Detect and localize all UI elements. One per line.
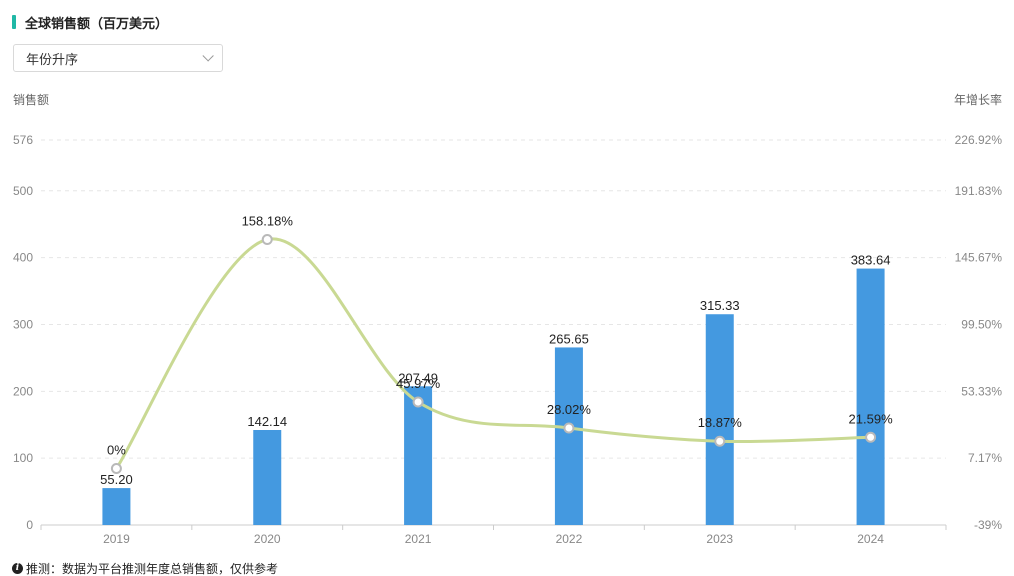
right-axis-tick-label: 191.83% [955, 184, 1003, 198]
growth-rate-label: 28.02% [547, 402, 592, 417]
left-axis-tick-label: 500 [13, 184, 33, 198]
growth-rate-label: 0% [107, 443, 126, 458]
x-axis-tick-label: 2021 [405, 532, 432, 546]
right-axis-tick-label: 226.92% [955, 133, 1003, 147]
left-axis-title: 销售额 [13, 93, 50, 107]
growth-rate-point [714, 435, 726, 447]
info-icon: i [12, 563, 23, 574]
growth-rate-line [115, 237, 871, 470]
left-axis-tick-label: 100 [13, 451, 33, 465]
growth-rate-point [412, 396, 424, 408]
bar [404, 386, 433, 525]
growth-rate-label: 18.87% [698, 415, 743, 430]
sort-order-select[interactable]: 年份升序 [13, 44, 223, 72]
bar-value-label: 55.20 [100, 472, 133, 487]
bar [253, 429, 282, 525]
growth-rate-point [563, 422, 575, 434]
growth-rate-label: 158.18% [242, 214, 294, 229]
bar [705, 314, 734, 525]
x-axis-tick-label: 2022 [556, 532, 583, 546]
x-axis-tick-label: 2020 [254, 532, 281, 546]
bar-value-label: 207.49 [398, 370, 438, 385]
left-axis-tick-label: 0 [26, 518, 33, 532]
footnote-text: 推测：数据为平台推测年度总销售额，仅供参考 [26, 562, 279, 576]
x-axis-tick-label: 2024 [857, 532, 884, 546]
growth-rate-label: 45.97% [396, 376, 441, 391]
bar [856, 268, 885, 525]
growth-rate-point [261, 234, 273, 246]
bar-value-label: 383.64 [851, 253, 891, 268]
left-axis-tick-label: 400 [13, 251, 33, 265]
chart-title: 全球销售额（百万美元） [25, 15, 169, 31]
growth-rate-point [110, 463, 122, 475]
footnote: i 推测：数据为平台推测年度总销售额，仅供参考 [12, 560, 278, 576]
title-accent-bar [12, 15, 16, 29]
bar [554, 347, 583, 525]
left-axis-tick-label: 300 [13, 317, 33, 331]
right-axis-tick-label: 99.50% [961, 317, 1002, 331]
x-axis-tick-label: 2023 [706, 532, 733, 546]
sort-order-value: 年份升序 [26, 51, 79, 67]
right-axis-title: 年增长率 [953, 93, 1002, 107]
bar-value-label: 315.33 [700, 298, 740, 313]
right-axis-tick-label: 7.17% [968, 451, 1002, 465]
bar-value-label: 142.14 [247, 414, 287, 429]
left-axis-tick-label: 576 [13, 133, 33, 147]
right-axis-tick-label: 53.33% [961, 384, 1002, 398]
right-axis-tick-label: 145.67% [955, 251, 1003, 265]
x-axis-tick-label: 2019 [103, 532, 130, 546]
growth-rate-label: 21.59% [849, 411, 894, 426]
bar [102, 488, 131, 525]
left-axis-tick-label: 200 [13, 384, 33, 398]
right-axis-tick-label: -39% [974, 518, 1002, 532]
chart-title-bar: 全球销售额（百万美元） [12, 14, 169, 31]
growth-rate-point [865, 431, 877, 443]
bar-value-label: 265.65 [549, 331, 589, 346]
